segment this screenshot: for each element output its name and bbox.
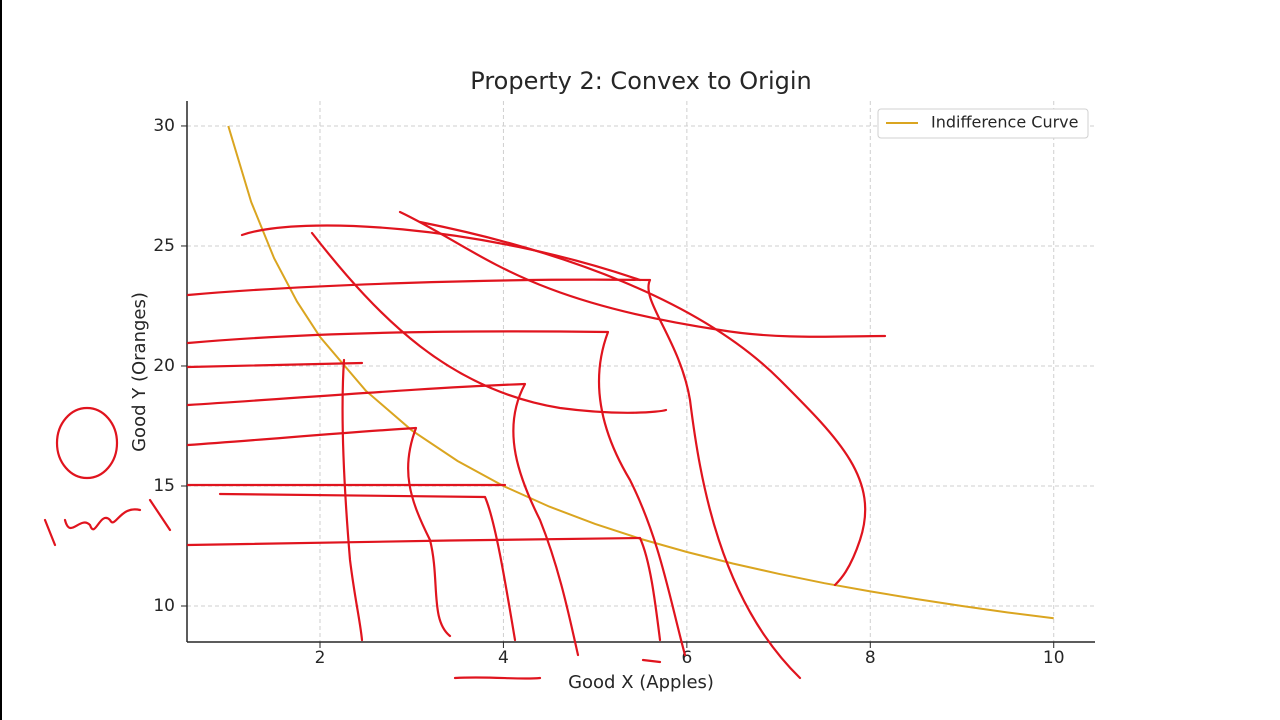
- scribble: [398, 210, 887, 338]
- x-tick-label: 10: [1043, 648, 1065, 668]
- indifference-curve: [227, 125, 1054, 620]
- handwriting: [43, 210, 887, 680]
- y-tick-label: 25: [153, 236, 175, 256]
- x-tick-label: 2: [315, 648, 326, 668]
- scribble: [186, 361, 580, 657]
- legend-label: Indifference Curve: [931, 113, 1078, 132]
- scribble: [240, 224, 642, 282]
- chart-title: Property 2: Convex to Origin: [470, 67, 811, 95]
- plot-area: 2 4 6 8 10 10 15 20 25 30 Indifference Curve: [153, 101, 1095, 668]
- scribble: [186, 483, 517, 642]
- scribble: [310, 231, 668, 414]
- y-tick-label: 10: [153, 596, 175, 616]
- y-tick-label: 20: [153, 356, 175, 376]
- scribble: [418, 220, 867, 587]
- scribble: [43, 498, 172, 547]
- legend: Indifference Curve: [877, 108, 1089, 139]
- x-axis-label: Good X (Apples): [568, 672, 714, 693]
- scribble: [453, 658, 662, 680]
- scribble: [186, 278, 802, 680]
- x-tick-label: 6: [681, 648, 692, 668]
- x-tick-label: 4: [498, 648, 509, 668]
- y-tick-label: 15: [153, 476, 175, 496]
- x-tick-label: 8: [865, 648, 876, 668]
- legend-box: [877, 108, 1089, 139]
- y-axis-label: Good Y (Oranges): [129, 292, 150, 452]
- scribble: [55, 406, 119, 480]
- y-tick-label: 30: [153, 116, 175, 136]
- scribble: [186, 536, 662, 642]
- scribble: [186, 426, 452, 638]
- scribble: [186, 330, 687, 657]
